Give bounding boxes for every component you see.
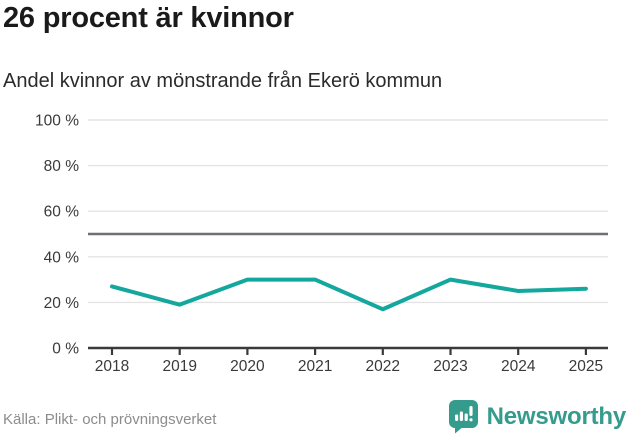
- y-tick-label: 80 %: [44, 158, 80, 175]
- chart-title: 26 procent är kvinnor: [3, 2, 294, 34]
- x-axis-ticks-labels: 2018 2019 2020 2021 2022 2023 2024 2025: [95, 348, 603, 375]
- y-tick-label: 100 %: [35, 113, 79, 130]
- y-tick-label: 20 %: [44, 295, 80, 312]
- y-tick-label: 0 %: [52, 341, 79, 358]
- x-tick-label: 2023: [433, 358, 467, 375]
- data-line: [110, 277, 588, 312]
- x-tick-label: 2019: [162, 358, 196, 375]
- y-axis-labels: 0 % 20 % 40 % 60 % 80 % 100 %: [35, 113, 79, 358]
- newsworthy-bubble-icon: [448, 400, 478, 434]
- x-tick-label: 2024: [501, 358, 536, 375]
- y-tick-label: 40 %: [44, 249, 80, 266]
- gridlines: [88, 119, 608, 304]
- y-tick-label: 60 %: [44, 204, 80, 221]
- x-tick-label: 2021: [298, 358, 332, 375]
- x-tick-label: 2025: [569, 358, 603, 375]
- x-tick-label: 2018: [95, 358, 129, 375]
- newsworthy-logo: Newsworthy: [448, 399, 626, 434]
- x-tick-label: 2020: [230, 358, 265, 375]
- newsworthy-wordmark: Newsworthy: [486, 402, 627, 430]
- x-tick-label: 2022: [366, 358, 400, 375]
- chart-subtitle: Andel kvinnor av mönstrande från Ekerö k…: [3, 70, 443, 92]
- source-credit: Källa: Plikt- och prövningsverket: [3, 411, 217, 428]
